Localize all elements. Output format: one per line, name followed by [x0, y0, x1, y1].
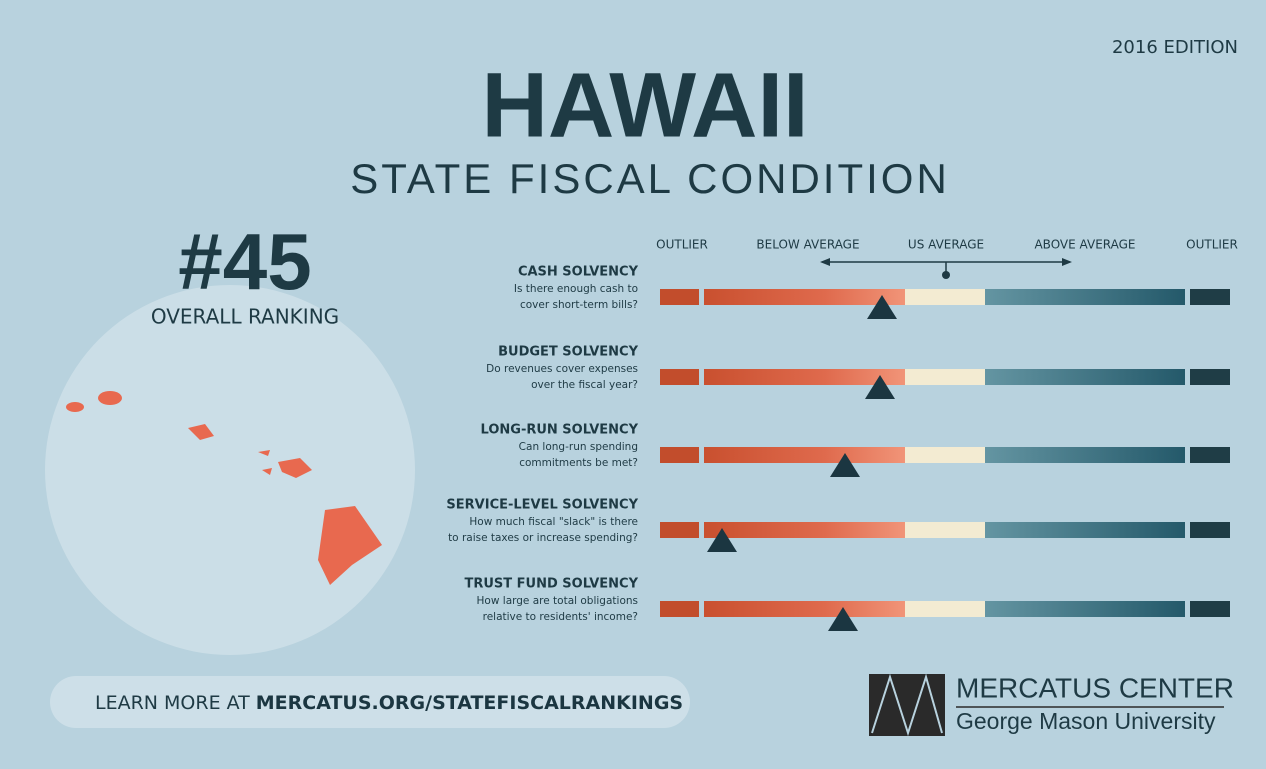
bar-segment	[704, 369, 905, 385]
scale-label: ABOVE AVERAGE	[1034, 238, 1135, 252]
bar-segment	[1190, 289, 1230, 305]
bar-segment	[985, 601, 1185, 617]
logo-name: MERCATUS CENTER	[956, 672, 1234, 703]
bar-segment	[905, 289, 985, 305]
bar-segment	[704, 522, 905, 538]
bar-segment	[905, 601, 985, 617]
scale-bar	[660, 369, 1230, 385]
bar-segment	[1190, 522, 1230, 538]
map-circle	[45, 285, 415, 655]
metric-question: How large are total obligations	[477, 595, 638, 607]
metric-question: How much fiscal "slack" is there	[469, 516, 638, 528]
rank: #45	[178, 217, 311, 306]
bar-segment	[704, 447, 905, 463]
metric-question: relative to residents' income?	[483, 611, 638, 623]
metric-question: commitments be met?	[519, 457, 638, 469]
scale-bar	[660, 601, 1230, 617]
metric-question: Is there enough cash to	[514, 283, 638, 295]
state-marker	[707, 528, 737, 552]
metric-name: BUDGET SOLVENCY	[498, 345, 638, 360]
bar-segment	[660, 447, 699, 463]
metric-question: over the fiscal year?	[531, 379, 638, 391]
average-dot	[942, 271, 950, 279]
scale-label: BELOW AVERAGE	[756, 238, 859, 252]
metric-name: SERVICE-LEVEL SOLVENCY	[446, 498, 638, 513]
state-marker	[867, 295, 897, 319]
state-marker	[828, 607, 858, 631]
bar-segment	[660, 369, 699, 385]
bar-segment	[905, 447, 985, 463]
footer-prefix: LEARN MORE AT	[95, 692, 250, 714]
metric-question: cover short-term bills?	[520, 299, 638, 311]
scale-bar	[660, 289, 1230, 305]
metric-name: TRUST FUND SOLVENCY	[464, 577, 638, 592]
bar-segment	[985, 289, 1185, 305]
metric-question: Can long-run spending	[519, 441, 638, 453]
scale-label: US AVERAGE	[908, 238, 984, 252]
bar-segment	[660, 522, 699, 538]
scale-bar	[660, 522, 1230, 538]
metric-question: Do revenues cover expenses	[486, 363, 638, 375]
bar-segment	[985, 522, 1185, 538]
footer-pill	[50, 676, 690, 728]
scale-label: OUTLIER	[656, 238, 708, 252]
bar-segment	[985, 447, 1185, 463]
scale: OUTLIER BELOW AVERAGE US AVERAGE ABOVE AVER…	[656, 238, 1238, 252]
footer: LEARN MORE AT MERCATUS.ORG/STATEFISCALRAN…	[95, 692, 683, 714]
hawaii-map	[66, 391, 382, 585]
logo-mark	[869, 673, 945, 737]
state-marker	[865, 375, 895, 399]
bar-segment	[660, 289, 699, 305]
state-marker	[830, 453, 860, 477]
bar-segment	[1190, 369, 1230, 385]
scale-label: OUTLIER	[1186, 238, 1238, 252]
rank-label: OVERALL RANKING	[151, 305, 339, 329]
subtitle: STATE FISCAL CONDITION	[350, 155, 950, 202]
bar-segment	[905, 522, 985, 538]
metric-name: LONG-RUN SOLVENCY	[481, 423, 639, 438]
bar-segment	[1190, 447, 1230, 463]
metrics: CASH SOLVENCY Is there enough cash to cove…	[446, 265, 1230, 631]
bar-segment	[660, 601, 699, 617]
scale-bar	[660, 447, 1230, 463]
metric-name: CASH SOLVENCY	[518, 265, 639, 280]
edition: 2016 EDITION	[1112, 37, 1238, 58]
bar-segment	[704, 289, 905, 305]
title: HAWAII	[481, 54, 808, 156]
bar-segment	[985, 369, 1185, 385]
bar-segment	[1190, 601, 1230, 617]
bar-segment	[704, 601, 905, 617]
bar-segment	[905, 369, 985, 385]
footer-link[interactable]: MERCATUS.ORG/STATEFISCALRANKINGS	[256, 692, 683, 714]
metric-question: to raise taxes or increase spending?	[448, 532, 638, 544]
logo-university: George Mason University	[956, 708, 1216, 734]
